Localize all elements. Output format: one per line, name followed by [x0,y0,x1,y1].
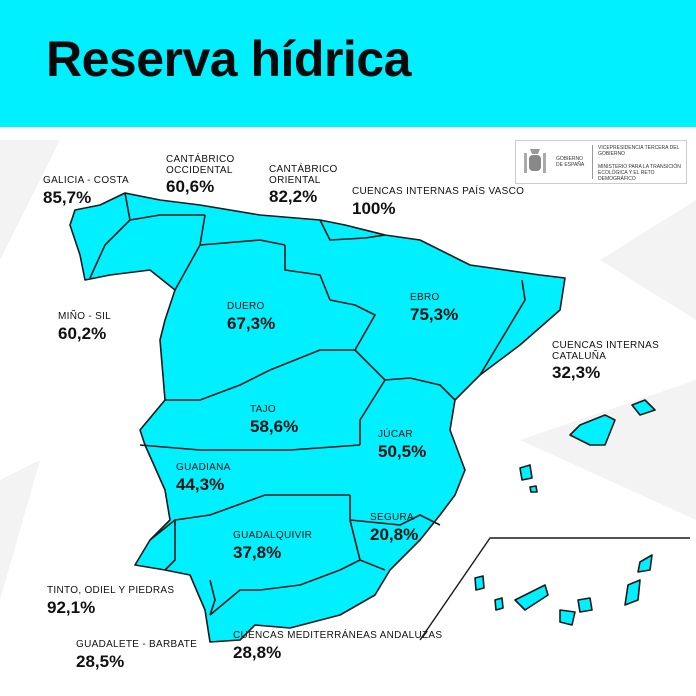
logo-line2: MINISTERIO PARA LA TRANSICIÓN ECOLÓGICA … [598,163,681,183]
basin-guadalete-barbate: GUADALETE - BARBATE 28,5% [76,639,198,671]
basin-pais-vasco: CUENCAS INTERNAS PAÍS VASCO 100% [352,186,525,218]
basin-jucar: JÚCAR 50,5% [378,429,427,461]
canary-islands [474,554,653,626]
basin-mino-sil: MIÑO - SIL 60,2% [58,311,112,343]
basin-tinto-odiel-piedras: TINTO, ODIEL Y PIEDRAS 92,1% [47,585,175,617]
basin-tajo: TAJO 58,6% [250,404,299,436]
canary-inset-border [419,537,690,641]
basin-cataluna: CUENCAS INTERNAS CATALUÑA 32,3% [552,340,660,382]
basin-guadalquivir: GUADALQUIVIR 37,8% [233,530,313,562]
logo-line1: VICEPRESIDENCIA TERCERA DEL GOBIERNO [598,145,680,158]
government-logo: GOBIERNO DE ESPAÑA VICEPRESIDENCIA TERCE… [515,140,687,184]
logo-divider [592,145,593,179]
page-title: Reserva hídrica [46,31,411,87]
basin-borders [89,192,526,616]
background-decoration [0,140,696,600]
basin-mediterraneas-andaluzas: CUENCAS MEDITERRÁNEAS ANDALUZAS 28,8% [233,630,443,662]
basin-cantabrico-oriental: CANTÁBRICO ORIENTAL 82,2% [269,164,338,206]
spain-mainland [69,192,566,643]
header-banner: Reserva hídrica [0,0,696,127]
basin-duero: DUERO 67,3% [227,301,276,333]
balearic-islands [519,399,656,493]
coat-of-arms-icon [524,149,546,173]
basin-segura: SEGURA 20,8% [370,512,419,544]
basin-guadiana: GUADIANA 44,3% [176,462,231,494]
basin-ebro: EBRO 75,3% [410,292,459,324]
basin-galicia-costa: GALICIA - COSTA 85,7% [43,175,129,207]
ministry-text: VICEPRESIDENCIA TERCERA DEL GOBIERNO MINI… [598,145,684,183]
basin-cantabrico-occidental: CANTÁBRICO OCCIDENTAL 60,6% [166,154,235,196]
